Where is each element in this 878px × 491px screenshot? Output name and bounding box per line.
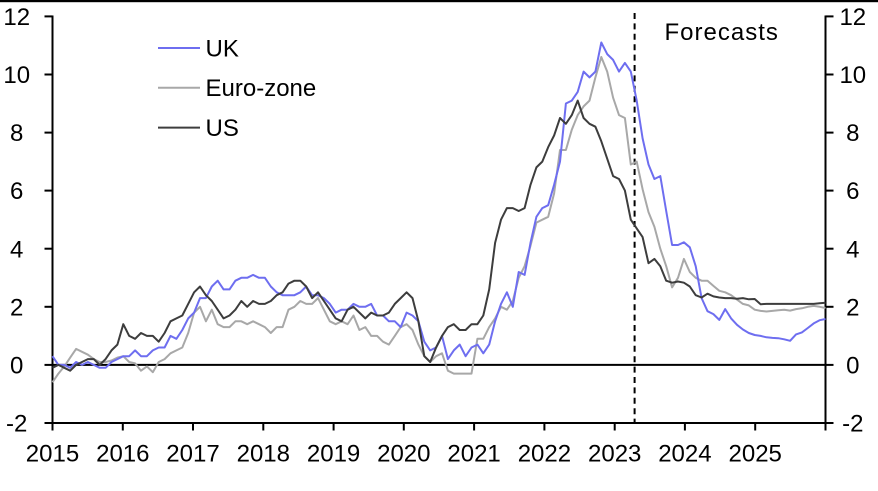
svg-text:2: 2 <box>846 294 859 321</box>
svg-text:4: 4 <box>846 236 859 263</box>
svg-text:0: 0 <box>10 353 23 380</box>
svg-text:2016: 2016 <box>96 441 149 468</box>
svg-text:-2: -2 <box>842 411 863 438</box>
svg-text:2017: 2017 <box>166 441 219 468</box>
svg-text:10: 10 <box>3 62 30 89</box>
svg-text:6: 6 <box>10 178 23 205</box>
svg-text:2022: 2022 <box>518 441 571 468</box>
svg-text:US: US <box>206 115 239 142</box>
svg-text:-2: -2 <box>6 411 27 438</box>
svg-text:4: 4 <box>10 236 23 263</box>
svg-text:8: 8 <box>846 120 859 147</box>
svg-text:6: 6 <box>846 178 859 205</box>
svg-text:12: 12 <box>3 4 30 31</box>
svg-text:Forecasts: Forecasts <box>665 19 779 46</box>
svg-text:2019: 2019 <box>307 441 360 468</box>
svg-text:10: 10 <box>839 62 866 89</box>
svg-text:Euro-zone: Euro-zone <box>206 75 317 102</box>
svg-text:8: 8 <box>10 120 23 147</box>
svg-text:0: 0 <box>846 353 859 380</box>
svg-text:2023: 2023 <box>588 441 641 468</box>
svg-text:2020: 2020 <box>377 441 430 468</box>
svg-text:2025: 2025 <box>729 441 782 468</box>
svg-text:2024: 2024 <box>658 441 711 468</box>
svg-text:2: 2 <box>10 294 23 321</box>
svg-text:12: 12 <box>839 4 866 31</box>
svg-text:2021: 2021 <box>447 441 500 468</box>
svg-text:2015: 2015 <box>26 441 79 468</box>
svg-text:UK: UK <box>206 35 239 62</box>
svg-text:2018: 2018 <box>237 441 290 468</box>
